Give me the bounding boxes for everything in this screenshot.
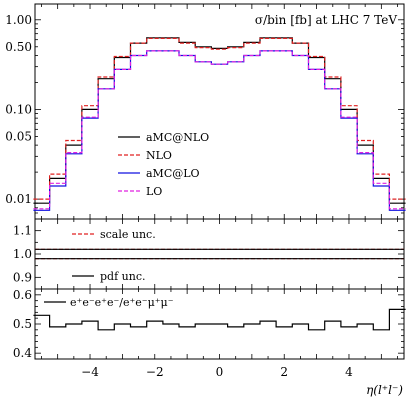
x-axis-label: η(l⁺l⁻) bbox=[366, 383, 403, 397]
legend-label: pdf unc. bbox=[100, 270, 145, 283]
legend-label: NLO bbox=[146, 149, 172, 162]
y-tick-label: 0.5 bbox=[13, 317, 32, 331]
x-tick-label: 0 bbox=[216, 365, 224, 379]
x-tick-label: 2 bbox=[280, 365, 288, 379]
series-amc-nlo bbox=[33, 37, 406, 204]
y-tick-label: 1.0 bbox=[13, 247, 32, 261]
panel-frame bbox=[34, 3, 405, 220]
y-tick-label: 0.05 bbox=[5, 129, 32, 143]
y-tick-label: 0.50 bbox=[5, 40, 32, 54]
y-tick-label: 0.01 bbox=[5, 192, 32, 206]
series-nlo bbox=[33, 37, 406, 200]
y-tick-label: 0.4 bbox=[13, 346, 32, 360]
y-tick-label: 1.00 bbox=[5, 13, 32, 27]
legend-label: e⁺e⁻e⁺e⁻/e⁺e⁻μ⁺μ⁻ bbox=[70, 296, 174, 309]
main-panel: 0.01 0.05 0.10 0.50 1.00 σ/bin [fb] at LHC 7 … bbox=[5, 3, 406, 220]
y-tick-label: 1.1 bbox=[13, 224, 32, 238]
panel-frame bbox=[34, 218, 405, 290]
legend-label: aMC@NLO bbox=[146, 131, 209, 144]
x-tick-label: −2 bbox=[146, 365, 164, 379]
legend-label: aMC@LO bbox=[146, 167, 200, 180]
channel-ratio-panel: 0.4 0.5 0.6 e⁺e⁻e⁺e⁻/e⁺e⁻μ⁺μ⁻ −4 −2 0 2 4 η(l⁺l⁻) bbox=[13, 288, 406, 397]
y-tick-label: 0.9 bbox=[13, 270, 32, 284]
legend-label: scale unc. bbox=[100, 228, 156, 241]
y-tick-label: 0.10 bbox=[5, 102, 32, 116]
series-lo bbox=[33, 50, 406, 210]
x-tick-label: −4 bbox=[81, 365, 99, 379]
chart-title: σ/bin [fb] at LHC 7 TeV bbox=[255, 13, 397, 27]
uncertainty-panel: 0.9 1.0 1.1 scale unc. pdf unc. bbox=[13, 218, 405, 290]
legend-label: LO bbox=[146, 185, 162, 198]
y-tick-label: 0.6 bbox=[13, 288, 32, 302]
series-amc-lo bbox=[33, 50, 406, 211]
series-channel-ratio bbox=[33, 308, 406, 331]
x-tick-label: 4 bbox=[345, 365, 353, 379]
